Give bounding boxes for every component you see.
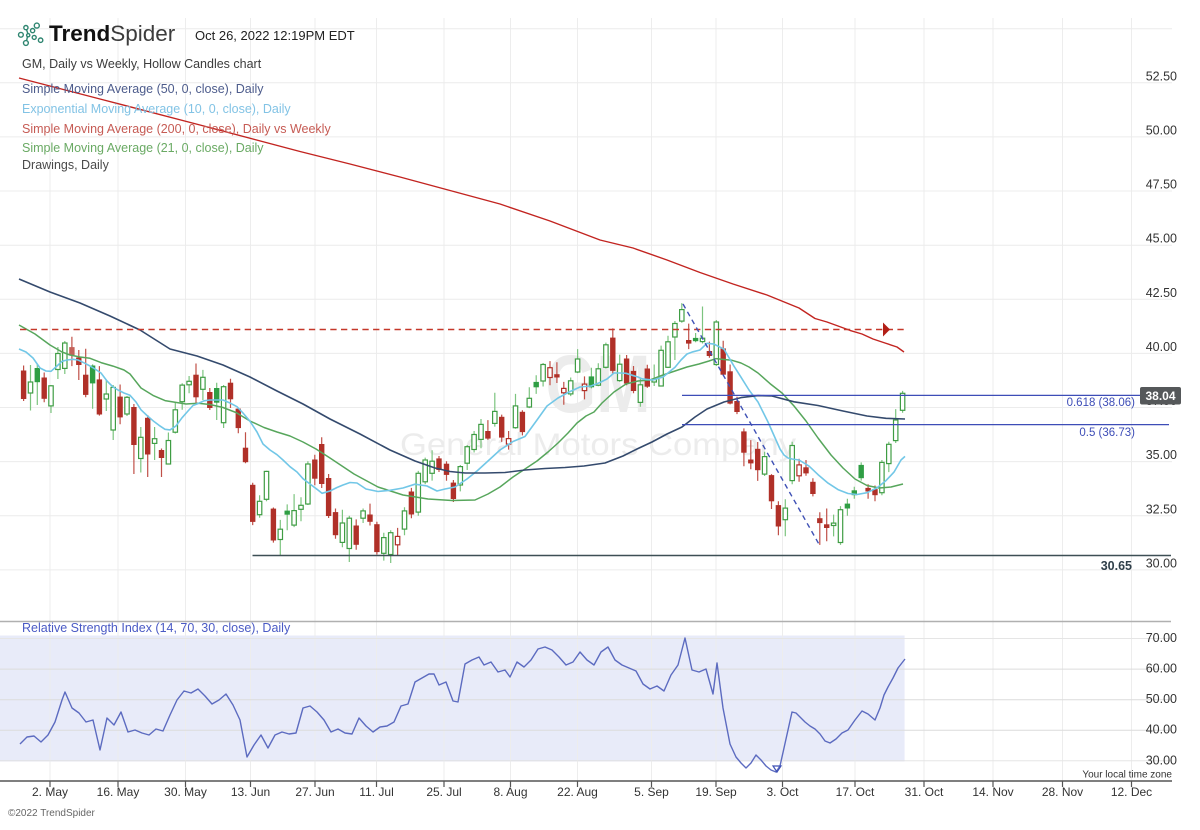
svg-text:32.50: 32.50 — [1146, 502, 1177, 516]
svg-text:30.65: 30.65 — [1101, 559, 1132, 573]
svg-text:Exponential Moving Average (10: Exponential Moving Average (10, 0, close… — [22, 102, 291, 116]
svg-text:30.00: 30.00 — [1146, 556, 1177, 570]
svg-text:Relative Strength Index (14, 7: Relative Strength Index (14, 70, 30, clo… — [22, 621, 291, 635]
svg-text:0.5 (36.73): 0.5 (36.73) — [1079, 427, 1135, 439]
svg-text:27. Jun: 27. Jun — [295, 785, 334, 799]
svg-text:17. Oct: 17. Oct — [836, 785, 875, 799]
svg-text:©2022 TrendSpider: ©2022 TrendSpider — [8, 808, 96, 819]
svg-text:31. Oct: 31. Oct — [905, 785, 944, 799]
svg-text:38.04: 38.04 — [1145, 389, 1175, 403]
svg-text:50.00: 50.00 — [1146, 123, 1177, 137]
svg-text:35.00: 35.00 — [1146, 448, 1177, 462]
svg-text:5. Sep: 5. Sep — [634, 785, 669, 799]
svg-text:Simple Moving Average (200, 0,: Simple Moving Average (200, 0, close), D… — [22, 122, 331, 136]
svg-text:60.00: 60.00 — [1146, 662, 1177, 676]
svg-text:Simple Moving Average (50, 0,: Simple Moving Average (50, 0, close), Da… — [22, 82, 264, 96]
svg-text:52.50: 52.50 — [1146, 69, 1177, 83]
svg-text:40.00: 40.00 — [1146, 340, 1177, 354]
svg-text:30.00: 30.00 — [1146, 753, 1177, 767]
svg-text:8. Aug: 8. Aug — [493, 785, 527, 799]
svg-text:50.00: 50.00 — [1146, 692, 1177, 706]
svg-text:16. May: 16. May — [97, 785, 140, 799]
svg-text:0.618 (38.06): 0.618 (38.06) — [1067, 397, 1136, 409]
svg-text:42.50: 42.50 — [1146, 286, 1177, 300]
svg-text:30. May: 30. May — [164, 785, 207, 799]
svg-text:Drawings, Daily: Drawings, Daily — [22, 158, 110, 172]
svg-text:19. Sep: 19. Sep — [695, 785, 737, 799]
svg-text:Your local time zone: Your local time zone — [1082, 770, 1172, 781]
svg-text:GM, Daily vs Weekly, Hollow Ca: GM, Daily vs Weekly, Hollow Candles char… — [22, 57, 262, 71]
svg-text:14. Nov: 14. Nov — [972, 785, 1013, 799]
svg-text:11. Jul: 11. Jul — [359, 785, 393, 799]
svg-text:3. Oct: 3. Oct — [766, 785, 799, 799]
svg-text:25. Jul: 25. Jul — [426, 785, 461, 799]
svg-text:Oct 26, 2022 12:19PM EDT: Oct 26, 2022 12:19PM EDT — [195, 28, 355, 43]
svg-text:Simple Moving Average (21, 0,: Simple Moving Average (21, 0, close), Da… — [22, 141, 264, 155]
svg-text:2. May: 2. May — [32, 785, 68, 799]
svg-text:TrendSpider: TrendSpider — [49, 21, 176, 46]
svg-text:22. Aug: 22. Aug — [557, 785, 598, 799]
svg-text:28. Nov: 28. Nov — [1042, 785, 1083, 799]
svg-text:40.00: 40.00 — [1146, 723, 1177, 737]
svg-text:13. Jun: 13. Jun — [231, 785, 270, 799]
svg-text:12. Dec: 12. Dec — [1111, 785, 1152, 799]
svg-text:47.50: 47.50 — [1146, 178, 1177, 192]
svg-text:45.00: 45.00 — [1146, 232, 1177, 246]
svg-text:70.00: 70.00 — [1146, 631, 1177, 645]
svg-text:General Motors Company: General Motors Company — [400, 426, 796, 462]
